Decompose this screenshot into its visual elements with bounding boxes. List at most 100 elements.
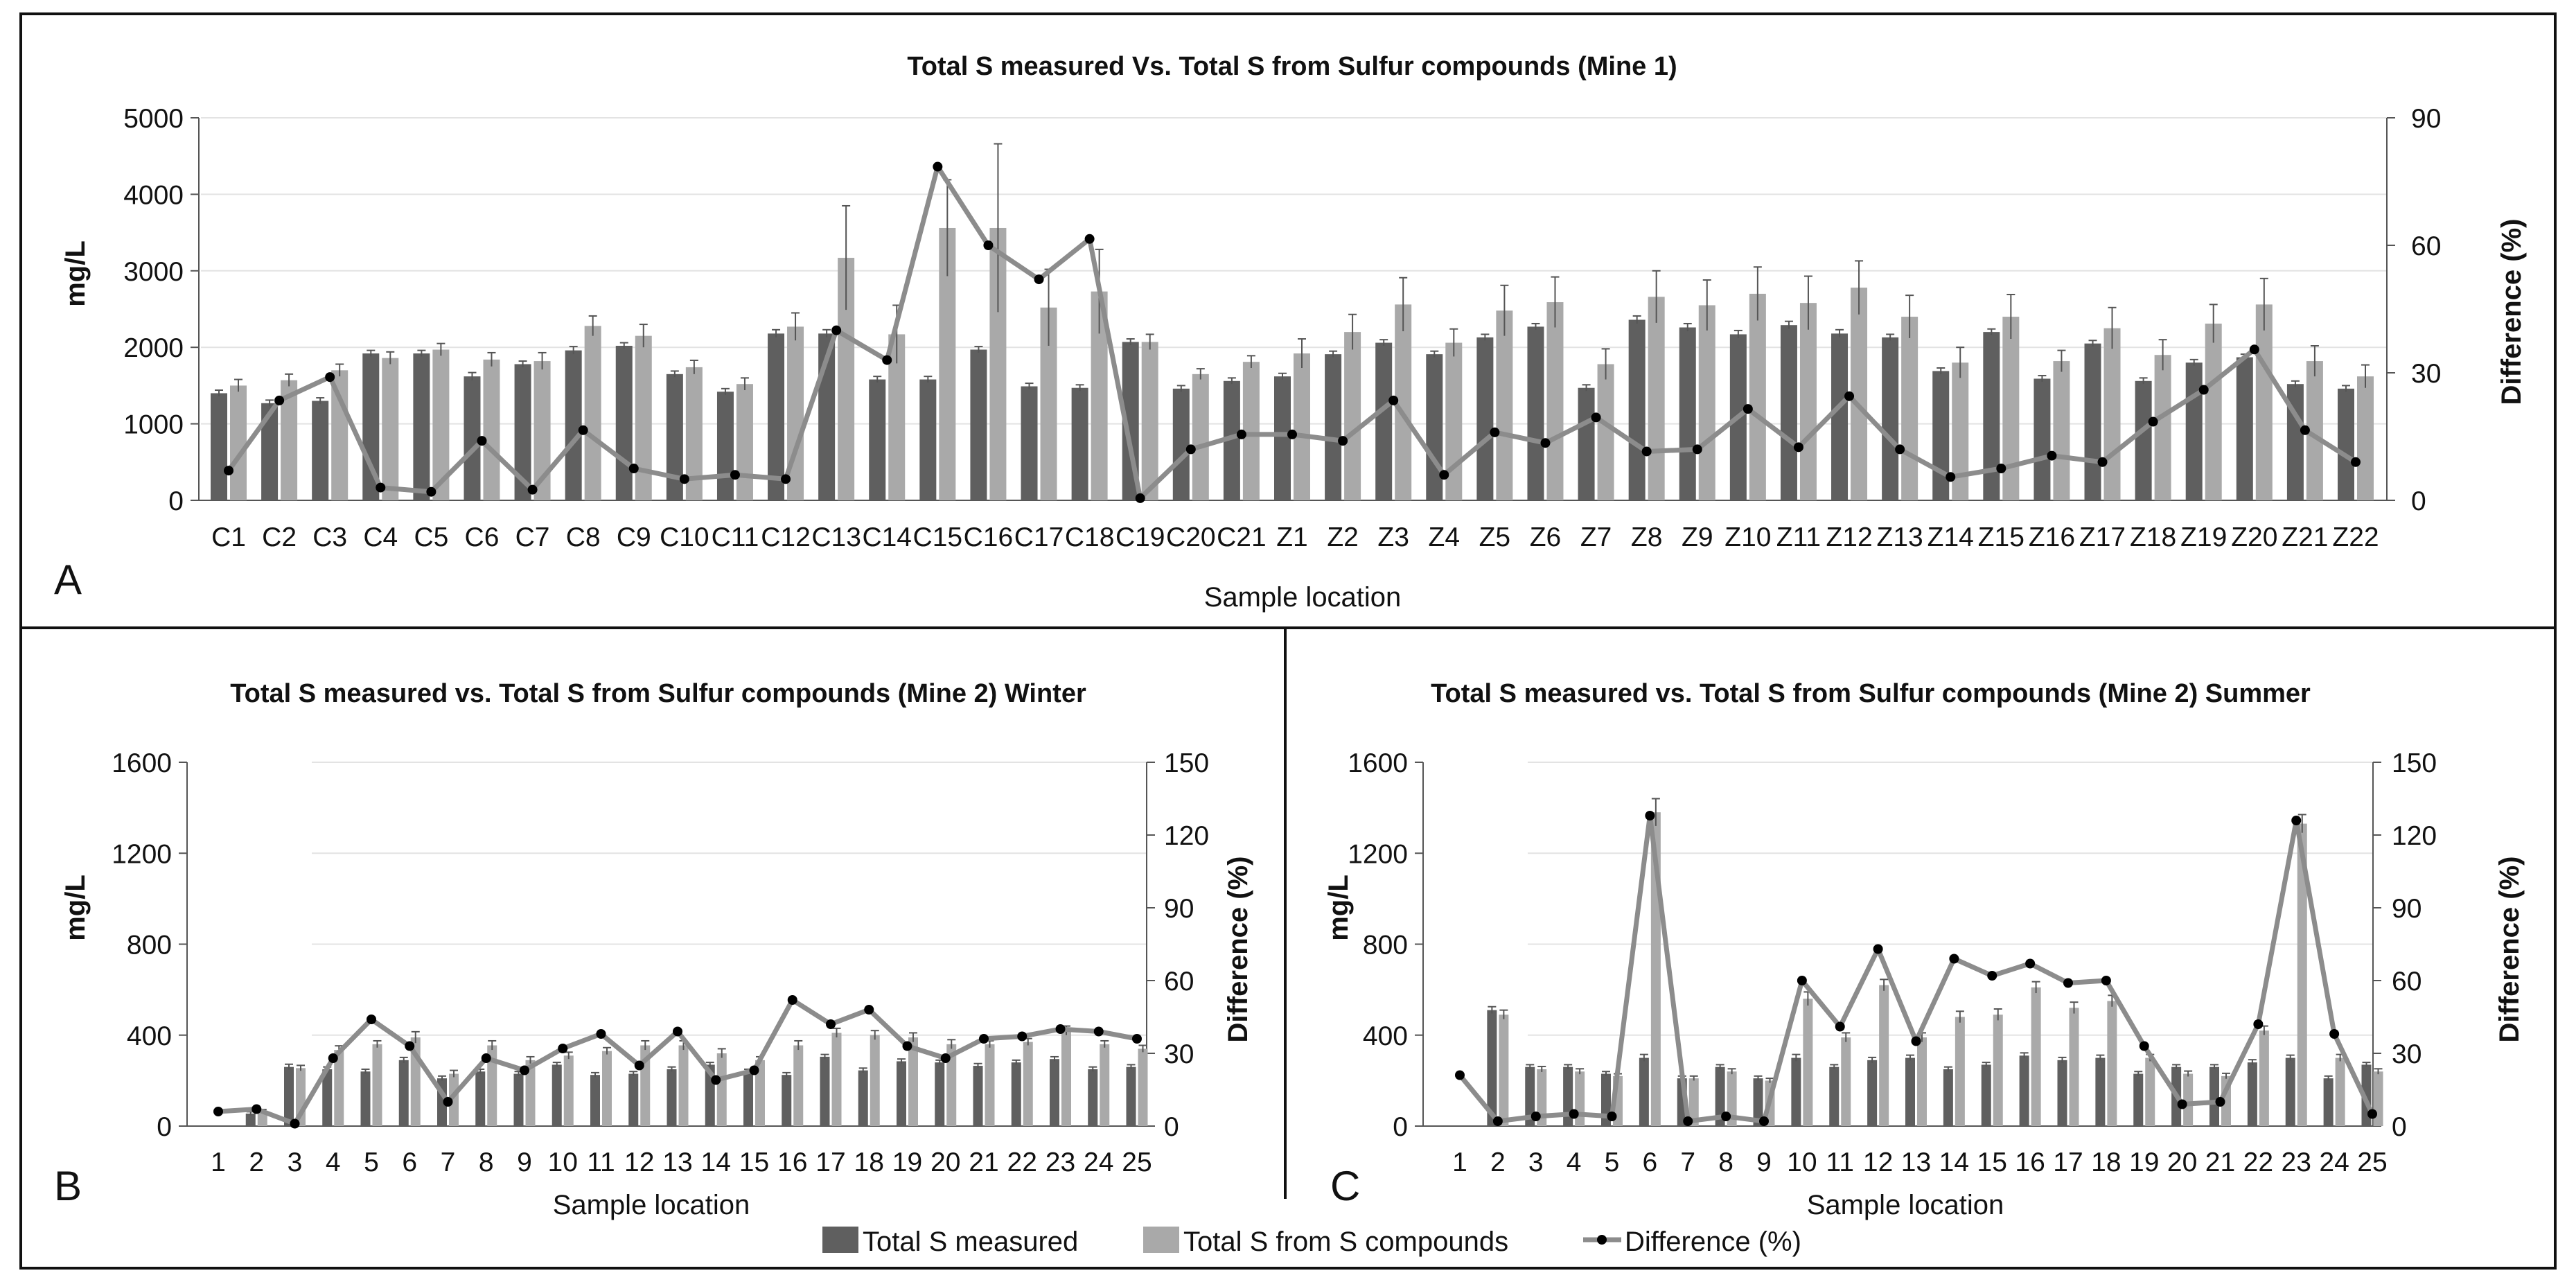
- panel-a-bar-measured-C9: [615, 345, 633, 500]
- panel-a-x-tick-label: C19: [1115, 523, 1165, 552]
- panel-c-bar-compounds-19: [2145, 1057, 2155, 1126]
- panel-b-bar-measured-9: [513, 1073, 524, 1126]
- panel-c-x-tick-label: 12: [1863, 1148, 1893, 1177]
- panel-c-difference-point-3: [1530, 1112, 1541, 1121]
- panel-a-bar-compounds-C4: [382, 358, 399, 500]
- panel-c-x-tick-label: 17: [2053, 1148, 2083, 1177]
- panel-b-y2-tick-label: 120: [1164, 821, 1209, 851]
- panel-b-bar-measured-3: [284, 1066, 294, 1126]
- panel-a-bar-measured-Z4: [1426, 354, 1443, 500]
- panel-c-x-tick-label: 4: [1567, 1148, 1582, 1177]
- legend-label-measured: Total S measured: [863, 1227, 1078, 1257]
- panel-a-bar-measured-Z19: [2185, 362, 2203, 500]
- panel-b-difference-point-11: [596, 1029, 606, 1039]
- panel-a-x-tick-label: Z8: [1631, 523, 1663, 552]
- panel-a-x-tick-label: C7: [515, 523, 550, 552]
- panel-a-chart: Total S measured Vs. Total S from Sulfur…: [54, 52, 2527, 613]
- panel-c-y2-tick-label: 0: [2392, 1112, 2407, 1142]
- panel-a-bar-measured-Z8: [1628, 319, 1646, 500]
- panel-c-y2-axis-label: Difference (%): [2494, 857, 2525, 1043]
- panel-c-letter: C: [1330, 1163, 1360, 1209]
- panel-c-difference-point-19: [2139, 1041, 2149, 1051]
- panel-b-bar-compounds-19: [908, 1037, 918, 1126]
- panel-a-bar-measured-C3: [312, 401, 329, 500]
- panel-a-difference-point-Z12: [1844, 391, 1855, 401]
- panel-a-x-tick-label: Z10: [1724, 523, 1771, 552]
- panel-c-y2-tick-label: 60: [2392, 967, 2421, 996]
- panel-b-difference-point-15: [749, 1065, 759, 1075]
- panel-b-y-tick-label: 800: [127, 931, 172, 960]
- panel-b-y-tick-label: 1200: [112, 839, 172, 869]
- panel-a-bar-measured-C18: [1071, 387, 1088, 500]
- panel-c-bar-measured-21: [2209, 1066, 2219, 1126]
- panel-a-y2-tick-label: 90: [2411, 104, 2441, 134]
- panel-a-bar-compounds-Z2: [1344, 332, 1361, 500]
- panel-c-x-tick-label: 19: [2129, 1148, 2159, 1177]
- panel-a-x-tick-label: C4: [363, 523, 398, 552]
- panel-c-bar-measured-9: [1753, 1078, 1763, 1126]
- panel-c-difference-point-5: [1607, 1112, 1617, 1121]
- panel-a-bar-measured-C8: [565, 350, 582, 500]
- panel-c-bar-compounds-20: [2183, 1073, 2194, 1126]
- panel-a-x-tick-label: Z18: [2130, 523, 2176, 552]
- panel-a-difference-point-Z20: [2249, 344, 2259, 355]
- panel-a-bar-compounds-Z10: [1749, 293, 1766, 500]
- panel-a-bar-measured-C15: [919, 379, 937, 500]
- panel-c-bar-measured-15: [1981, 1064, 1991, 1126]
- panel-c-bar-compounds-3: [1537, 1069, 1547, 1126]
- figure-frame: [19, 12, 2557, 1270]
- panel-c-x-tick-label: 8: [1718, 1148, 1733, 1177]
- panel-c-bar-compounds-24: [2335, 1057, 2345, 1126]
- panel-a-x-tick-label: Z9: [1682, 523, 1713, 552]
- panel-a-x-tick-label: C5: [414, 523, 448, 552]
- panel-a-bar-measured-Z2: [1325, 354, 1342, 500]
- panel-c-x-tick-label: 6: [1643, 1148, 1658, 1177]
- panel-b-bar-compounds-17: [831, 1033, 842, 1126]
- panel-b-y-tick-label: 0: [157, 1112, 172, 1142]
- panel-b-bar-measured-19: [897, 1061, 906, 1126]
- panel-b-bar-compounds-15: [755, 1060, 765, 1126]
- panel-c-bar-measured-19: [2133, 1073, 2144, 1126]
- panel-b-x-tick-label: 8: [479, 1148, 494, 1177]
- panel-c-x-tick-label: 5: [1605, 1148, 1620, 1177]
- panel-b-bar-measured-12: [628, 1073, 639, 1126]
- panel-a-bar-measured-C5: [413, 353, 430, 500]
- panel-b-bar-compounds-16: [793, 1045, 804, 1126]
- panel-a-bar-measured-Z18: [2135, 380, 2152, 500]
- panel-a-bar-measured-Z11: [1780, 325, 1797, 500]
- panel-a-x-tick-label: Z4: [1429, 523, 1461, 552]
- panel-a-x-tick-label: Z21: [2282, 523, 2328, 552]
- panel-b-difference-point-10: [558, 1044, 568, 1053]
- panel-a-bar-compounds-C8: [584, 326, 601, 500]
- panel-c-bar-compounds-18: [2107, 1001, 2117, 1126]
- panel-b-difference-point-1: [213, 1107, 223, 1116]
- panel-a-bar-measured-C11: [716, 392, 734, 500]
- panel-a-y2-tick-label: 30: [2411, 359, 2441, 389]
- panel-b-bar-measured-6: [398, 1060, 409, 1126]
- panel-a-y-tick-label: 2000: [123, 333, 184, 363]
- panel-c-difference-point-20: [2177, 1099, 2187, 1109]
- panel-c-bar-compounds-23: [2297, 823, 2307, 1126]
- panel-a-x-tick-label: C11: [712, 523, 759, 552]
- panel-a-x-tick-label: Z6: [1530, 523, 1562, 552]
- panel-b-bar-compounds-2: [257, 1111, 267, 1126]
- panel-a-bar-compounds-Z22: [2357, 376, 2374, 500]
- panel-a-bar-compounds-Z16: [2053, 361, 2070, 500]
- panel-b-x-tick-label: 16: [777, 1148, 807, 1177]
- panel-a-bar-compounds-C11: [736, 384, 753, 500]
- panel-c-x-tick-label: 18: [2091, 1148, 2121, 1177]
- panel-c-difference-point-4: [1569, 1109, 1579, 1119]
- panel-b-bar-compounds-11: [602, 1051, 612, 1126]
- panel-c-x-tick-label: 9: [1756, 1148, 1772, 1177]
- panel-a-x-tick-label: Z2: [1327, 523, 1359, 552]
- panel-a-y-tick-label: 0: [168, 486, 184, 516]
- panel-a-difference-point-Z14: [1946, 472, 1956, 482]
- panel-b-y2-tick-label: 90: [1164, 894, 1194, 924]
- panel-a-y-tick-label: 5000: [123, 104, 184, 134]
- panel-a-x-tick-label: C8: [566, 523, 601, 552]
- panel-a-bar-compounds-Z13: [1901, 317, 1918, 500]
- panel-a-difference-point-C8: [578, 425, 588, 435]
- panel-b-x-tick-label: 1: [211, 1148, 226, 1177]
- panel-b-x-tick-label: 5: [364, 1148, 379, 1177]
- panel-a-bar-measured-Z16: [2034, 378, 2051, 500]
